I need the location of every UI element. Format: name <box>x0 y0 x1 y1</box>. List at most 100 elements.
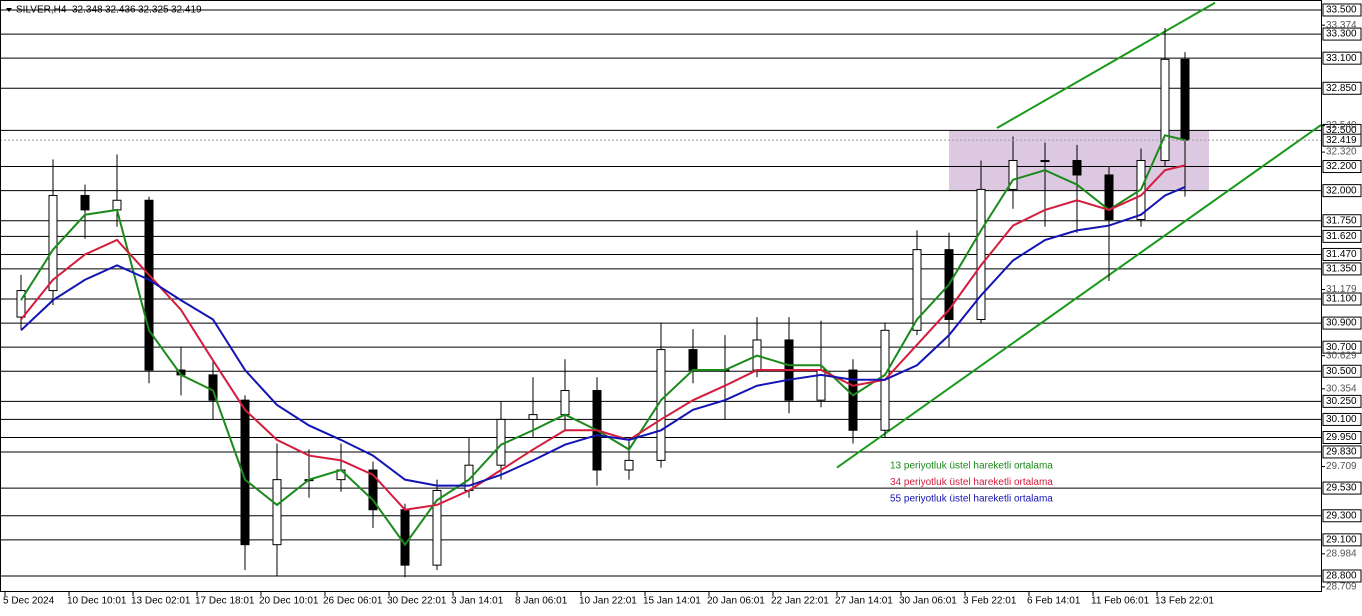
candle-body <box>432 489 442 566</box>
candle-body <box>528 414 538 420</box>
x-tick-label: 30 Jan 06:01 <box>899 596 957 607</box>
y-tick-box <box>1322 481 1362 495</box>
y-tick-label: 33.100 <box>1326 53 1357 64</box>
trendline <box>836 124 1322 469</box>
y-tick-label: 29.100 <box>1326 534 1357 545</box>
header-value: 32.419 <box>171 5 202 16</box>
y-tick-box <box>1322 316 1362 330</box>
x-tick-label: 30 Dec 22:01 <box>387 596 447 607</box>
y-tick-box <box>1322 160 1362 174</box>
y-tick-label: 30.100 <box>1326 414 1357 425</box>
x-tick-label: 6 Feb 14:01 <box>1027 596 1081 607</box>
x-tick-label: 27 Jan 14:01 <box>835 596 893 607</box>
y-tick-box <box>1322 340 1362 354</box>
candle-body <box>912 249 922 331</box>
candle-body <box>1180 58 1190 141</box>
y-tick-box <box>1322 81 1362 95</box>
x-tick-label: 3 Feb 22:01 <box>963 596 1017 607</box>
legend-entry: 13 periyotluk üstel hareketli ortalama <box>890 461 1053 472</box>
x-tick-label: 5 Dec 2024 <box>3 596 55 607</box>
candle-body <box>1040 160 1050 163</box>
y-tick-label: 29.830 <box>1326 447 1357 458</box>
header-value: 32.436 <box>105 5 136 16</box>
chart-title: SILVER,H4 <box>16 5 67 16</box>
x-tick-label: 20 Jan 06:01 <box>707 596 765 607</box>
candle-body <box>80 194 90 211</box>
x-tick-label: 10 Jan 22:01 <box>579 596 637 607</box>
y-tick-label: 30.250 <box>1326 396 1357 407</box>
plot <box>0 1 1322 578</box>
x-tick-label: 22 Jan 22:01 <box>771 596 829 607</box>
y-tick-box <box>1322 247 1362 261</box>
y-minor-label: 32.320 <box>1326 147 1357 158</box>
y-tick-label: 29.950 <box>1326 432 1357 443</box>
candle-body <box>16 290 26 318</box>
candle-body <box>496 418 506 466</box>
x-tick-label: 20 Dec 10:01 <box>259 596 319 607</box>
menu-arrow[interactable] <box>6 8 12 12</box>
y-tick-box <box>1322 364 1362 378</box>
x-tick-label: 26 Dec 06:01 <box>323 596 383 607</box>
candle-body <box>560 390 570 416</box>
x-tick-label: 13 Feb 22:01 <box>1155 596 1214 607</box>
candle-body <box>368 469 378 511</box>
y-tick-label: 30.500 <box>1326 366 1357 377</box>
x-tick-label: 13 Dec 02:01 <box>131 596 191 607</box>
y-minor-label: 31.179 <box>1326 284 1357 295</box>
candle-body <box>240 399 250 546</box>
y-tick-label: 31.100 <box>1326 294 1357 305</box>
y-minor-label: 30.354 <box>1326 383 1357 394</box>
header-value: 32.348 <box>72 5 103 16</box>
y-tick-box <box>1322 184 1362 198</box>
y-minor-label: 29.709 <box>1326 461 1357 472</box>
candle-body <box>1072 160 1082 176</box>
y-tick-label: 28.800 <box>1326 571 1357 582</box>
y-tick-label: 31.750 <box>1326 215 1357 226</box>
y-tick-label: 32.000 <box>1326 185 1357 196</box>
ema-line <box>20 134 1186 547</box>
ema-line <box>20 186 1186 487</box>
legend-entry: 55 periyotluk üstel hareketli ortalama <box>890 494 1053 505</box>
y-tick-box <box>1322 3 1362 17</box>
legend-entry: 34 periyotluk üstel hareketli ortalama <box>890 477 1053 488</box>
x-tick-label: 3 Jan 14:01 <box>451 596 504 607</box>
y-tick-box <box>1322 430 1362 444</box>
y-tick-box <box>1322 51 1362 65</box>
y-tick-label: 31.620 <box>1326 231 1357 242</box>
x-tick-label: 10 Dec 10:01 <box>67 596 127 607</box>
candle-body <box>272 479 282 546</box>
y-tick-box <box>1322 214 1362 228</box>
y-tick-box <box>1322 262 1362 276</box>
y-minor-label: 30.629 <box>1326 350 1357 361</box>
y-tick-box <box>1322 569 1362 583</box>
plot-border <box>0 0 1322 592</box>
y-tick-box <box>1322 27 1362 41</box>
header-value: 32.325 <box>138 5 169 16</box>
y-tick-label: 32.200 <box>1326 161 1357 172</box>
y-tick-label: 29.530 <box>1326 483 1357 494</box>
y-tick-box <box>1322 445 1362 459</box>
current-price-box <box>1322 133 1362 147</box>
current-price-label: 32.419 <box>1326 135 1357 146</box>
x-tick-label: 11 Feb 06:01 <box>1091 596 1150 607</box>
y-tick-box <box>1322 292 1362 306</box>
y-minor-label: 32.540 <box>1326 120 1357 131</box>
y-tick-box <box>1322 394 1362 408</box>
y-tick-box <box>1322 229 1362 243</box>
y-tick-label: 31.470 <box>1326 249 1357 260</box>
y-tick-label: 32.500 <box>1326 125 1357 136</box>
candle-body <box>688 349 698 371</box>
y-tick-label: 30.700 <box>1326 342 1357 353</box>
x-tick-label: 8 Jan 06:01 <box>515 596 568 607</box>
x-tick-label: 15 Jan 14:01 <box>643 596 701 607</box>
x-tick-label: 17 Dec 18:01 <box>195 596 255 607</box>
candle-body <box>1008 160 1018 190</box>
candle-body <box>48 194 58 292</box>
y-tick-label: 29.300 <box>1326 510 1357 521</box>
candle-body <box>400 509 410 566</box>
y-minor-label: 33.374 <box>1326 20 1357 31</box>
y-tick-box <box>1322 509 1362 523</box>
